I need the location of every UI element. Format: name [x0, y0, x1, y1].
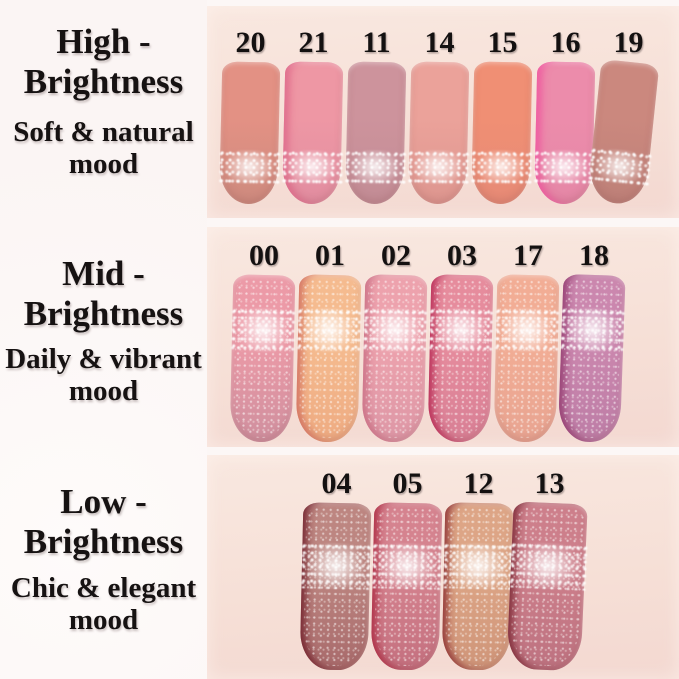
- swatch-number: 12: [463, 467, 494, 500]
- label-column: High - Brightness Soft & natural mood Mi…: [0, 0, 207, 679]
- swatch-strip: [370, 502, 442, 671]
- title-line: Brightness: [23, 293, 184, 333]
- title-line: Brightness: [23, 521, 184, 561]
- swatch-number: 00: [249, 239, 279, 272]
- swatch-strip: [344, 61, 406, 205]
- swatch-strip: [441, 502, 513, 671]
- swatch-strip: [427, 274, 494, 443]
- swatch-number: 03: [447, 239, 477, 272]
- swatch-12: 12: [441, 467, 514, 671]
- title-line: Brightness: [23, 61, 184, 101]
- swatch-13: 13: [505, 467, 588, 672]
- high-brightness-mood: Soft & natural mood: [0, 116, 207, 181]
- swatch-number: 16: [550, 26, 581, 59]
- swatch-strip: [493, 274, 560, 443]
- swatch-strip: [361, 274, 428, 443]
- title-line: High -: [56, 22, 151, 61]
- mid-brightness-mood: Daily & vibrant mood: [0, 343, 207, 408]
- swatch-number: 15: [487, 26, 518, 59]
- swatch-strip: [299, 502, 371, 671]
- swatch-19: 19: [586, 26, 660, 207]
- swatch-21: 21: [281, 26, 345, 205]
- swatch-row-low: 04 05 12 13: [299, 455, 588, 672]
- swatch-00: 00: [229, 239, 297, 443]
- low-brightness-mood: Chic & elegant mood: [0, 572, 207, 637]
- swatch-strip: [229, 274, 296, 443]
- mood-line: Daily & vibrant: [5, 343, 202, 375]
- swatch-05: 05: [370, 467, 443, 671]
- mid-brightness-swatch-photo: 00 01 02 03 17 18: [207, 227, 679, 447]
- swatch-strip: [557, 273, 626, 443]
- low-brightness-swatch-photo: 04 05 12 13: [207, 455, 679, 679]
- swatch-strip: [295, 274, 362, 443]
- swatch-16: 16: [533, 26, 597, 205]
- swatch-04: 04: [299, 467, 372, 671]
- swatch-number: 11: [362, 26, 391, 59]
- swatch-number: 02: [381, 239, 411, 272]
- mood-line: Soft & natural: [13, 116, 194, 148]
- swatch-number: 17: [513, 239, 543, 272]
- swatch-17: 17: [493, 239, 561, 443]
- swatch-11: 11: [344, 26, 408, 205]
- swatch-number: 20: [235, 26, 266, 59]
- swatch-20: 20: [218, 26, 282, 205]
- swatch-row-high: 20 21 11 14 15 16 19: [218, 6, 660, 207]
- swatch-strip: [218, 61, 280, 205]
- swatch-number: 19: [613, 26, 644, 59]
- mood-line: Chic & elegant: [10, 572, 197, 604]
- swatch-number: 04: [321, 467, 352, 500]
- swatch-strip: [407, 61, 469, 205]
- swatch-number: 21: [298, 26, 329, 59]
- swatch-strip: [505, 501, 588, 672]
- swatch-strip: [470, 61, 532, 205]
- swatch-strip: [281, 61, 343, 205]
- high-brightness-swatch-photo: 20 21 11 14 15 16 19: [207, 6, 679, 218]
- swatch-02: 02: [361, 239, 429, 443]
- swatch-number: 13: [534, 467, 565, 500]
- swatch-01: 01: [295, 239, 363, 443]
- low-brightness-title: Low - Brightness: [0, 482, 207, 562]
- mood-line: mood: [68, 375, 139, 408]
- swatch-15: 15: [470, 26, 534, 205]
- mood-line: mood: [68, 604, 139, 637]
- swatch-number: 05: [392, 467, 423, 500]
- swatch-number: 18: [579, 239, 609, 272]
- high-brightness-title: High - Brightness: [0, 22, 207, 102]
- mid-brightness-title: Mid - Brightness: [0, 254, 207, 334]
- title-line: Low -: [60, 482, 147, 521]
- swatch-strip: [533, 61, 595, 205]
- swatch-strip: [586, 59, 659, 207]
- title-line: Mid -: [62, 254, 145, 293]
- swatch-18: 18: [557, 239, 627, 443]
- mood-line: mood: [68, 148, 139, 181]
- swatch-row-mid: 00 01 02 03 17 18: [229, 227, 627, 443]
- swatch-03: 03: [427, 239, 495, 443]
- swatch-14: 14: [407, 26, 471, 205]
- swatch-number: 14: [424, 26, 455, 59]
- swatch-number: 01: [315, 239, 345, 272]
